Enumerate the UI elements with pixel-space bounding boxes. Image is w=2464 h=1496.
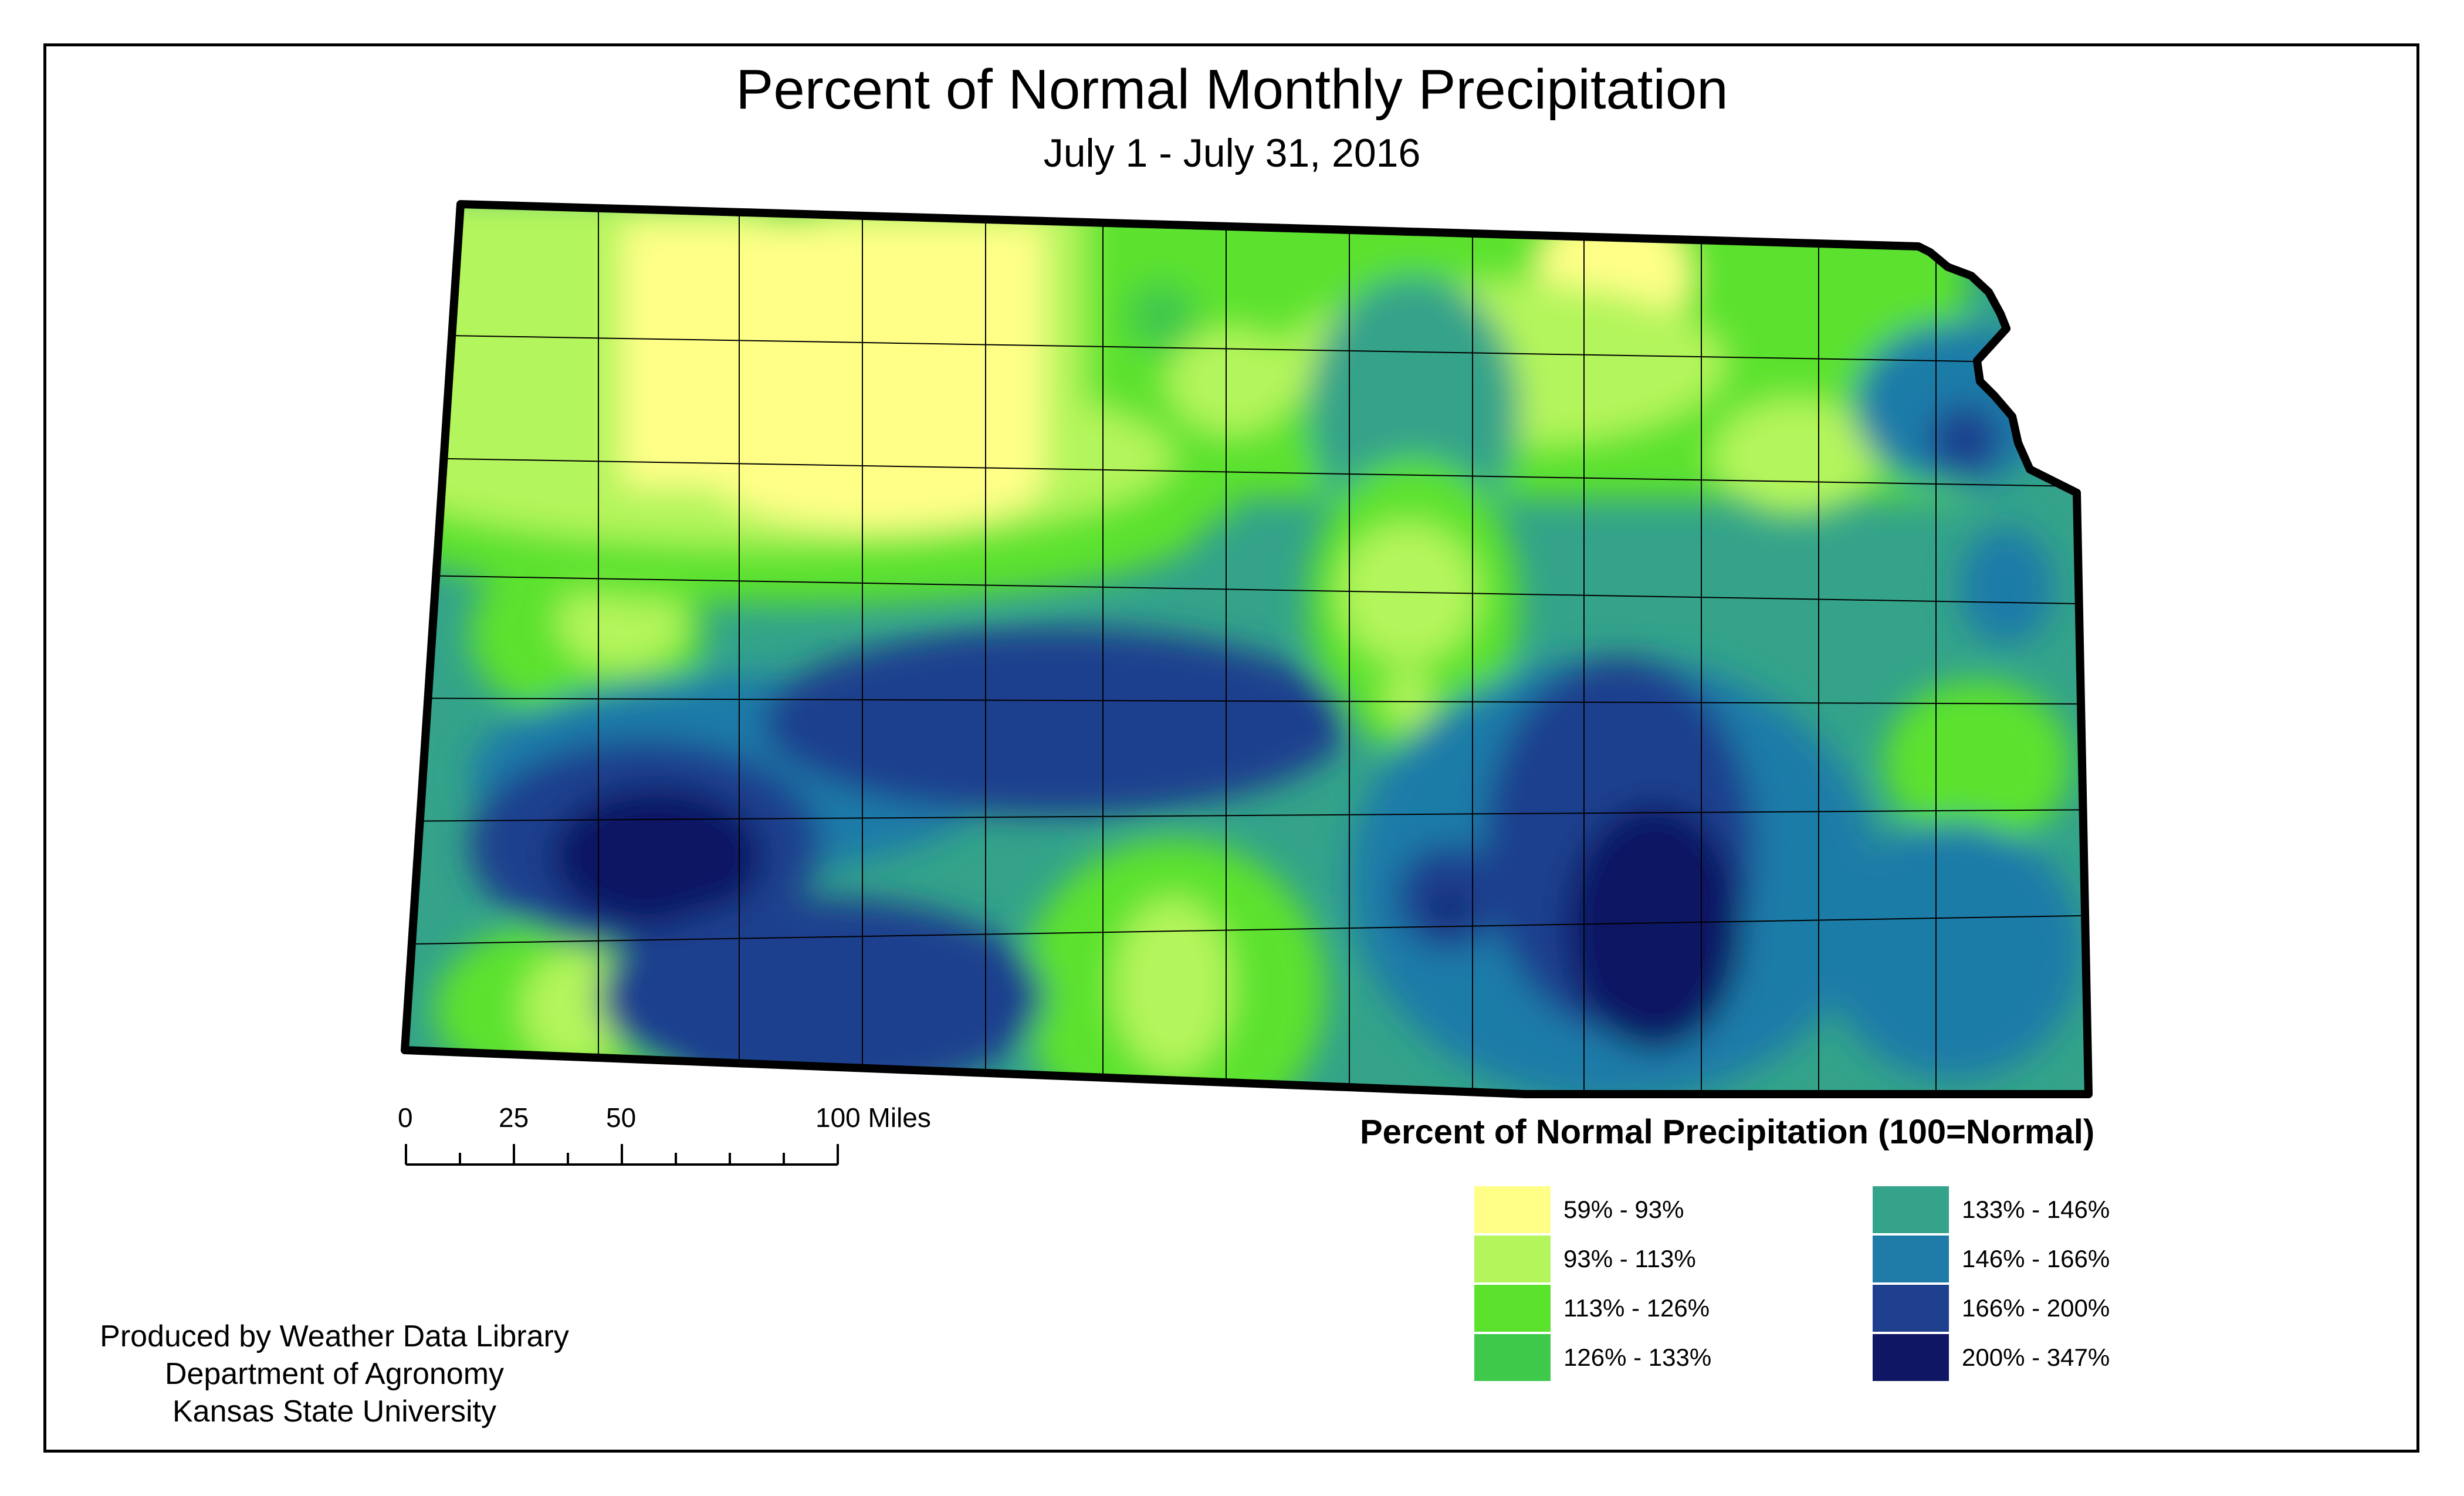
legend-item: 93% - 113% [1474, 1236, 1696, 1282]
scale-tick-label: 25 [499, 1102, 529, 1133]
legend-item: 146% - 166% [1873, 1236, 2110, 1282]
legend-label: 113% - 126% [1563, 1294, 1710, 1322]
credit-line-2: Department of Agronomy [164, 1357, 505, 1391]
legend-swatch [1474, 1186, 1551, 1233]
legend-swatch [1873, 1186, 1949, 1233]
legend-label: 59% - 93% [1563, 1196, 1684, 1223]
kansas-state-outline [401, 200, 2093, 1098]
map-title: Percent of Normal Monthly Precipitation [736, 58, 1728, 121]
legend-item: 59% - 93% [1474, 1186, 1684, 1233]
scale-tick-label: 0 [398, 1102, 413, 1133]
legend-item: 126% - 133% [1474, 1334, 1711, 1381]
legend-item: 133% - 146% [1873, 1186, 2110, 1233]
legend-label: 146% - 166% [1962, 1245, 2110, 1272]
legend-item: 166% - 200% [1873, 1285, 2110, 1332]
legend-swatch [1873, 1285, 1949, 1332]
credit-line-3: Kansas State University [172, 1395, 497, 1429]
legend-label: 166% - 200% [1962, 1294, 2110, 1322]
legend-item: 113% - 126% [1474, 1285, 1710, 1332]
legend-label: 133% - 146% [1962, 1196, 2110, 1223]
precipitation-surface [405, 204, 2089, 1094]
county-boundaries [405, 204, 2089, 1094]
legend-title: Percent of Normal Precipitation (100=Nor… [1360, 1113, 2095, 1151]
scale-tick-label: 50 [606, 1102, 637, 1133]
map-frame [43, 43, 2419, 1453]
scale-bar [405, 1144, 839, 1166]
legend-swatch [1474, 1236, 1551, 1282]
credit-line-1: Produced by Weather Data Library [100, 1319, 569, 1353]
legend-label: 200% - 347% [1962, 1343, 2110, 1371]
map-subtitle: July 1 - July 31, 2016 [1043, 131, 1421, 175]
legend-swatch [1474, 1285, 1551, 1332]
legend-label: 126% - 133% [1563, 1343, 1712, 1371]
scale-tick-label: 100 Miles [815, 1102, 931, 1133]
legend-swatch [1873, 1236, 1949, 1282]
legend-swatch [1474, 1334, 1551, 1381]
legend-label: 93% - 113% [1563, 1245, 1696, 1272]
legend-swatch [1873, 1334, 1949, 1381]
legend-item: 200% - 347% [1873, 1334, 2110, 1381]
